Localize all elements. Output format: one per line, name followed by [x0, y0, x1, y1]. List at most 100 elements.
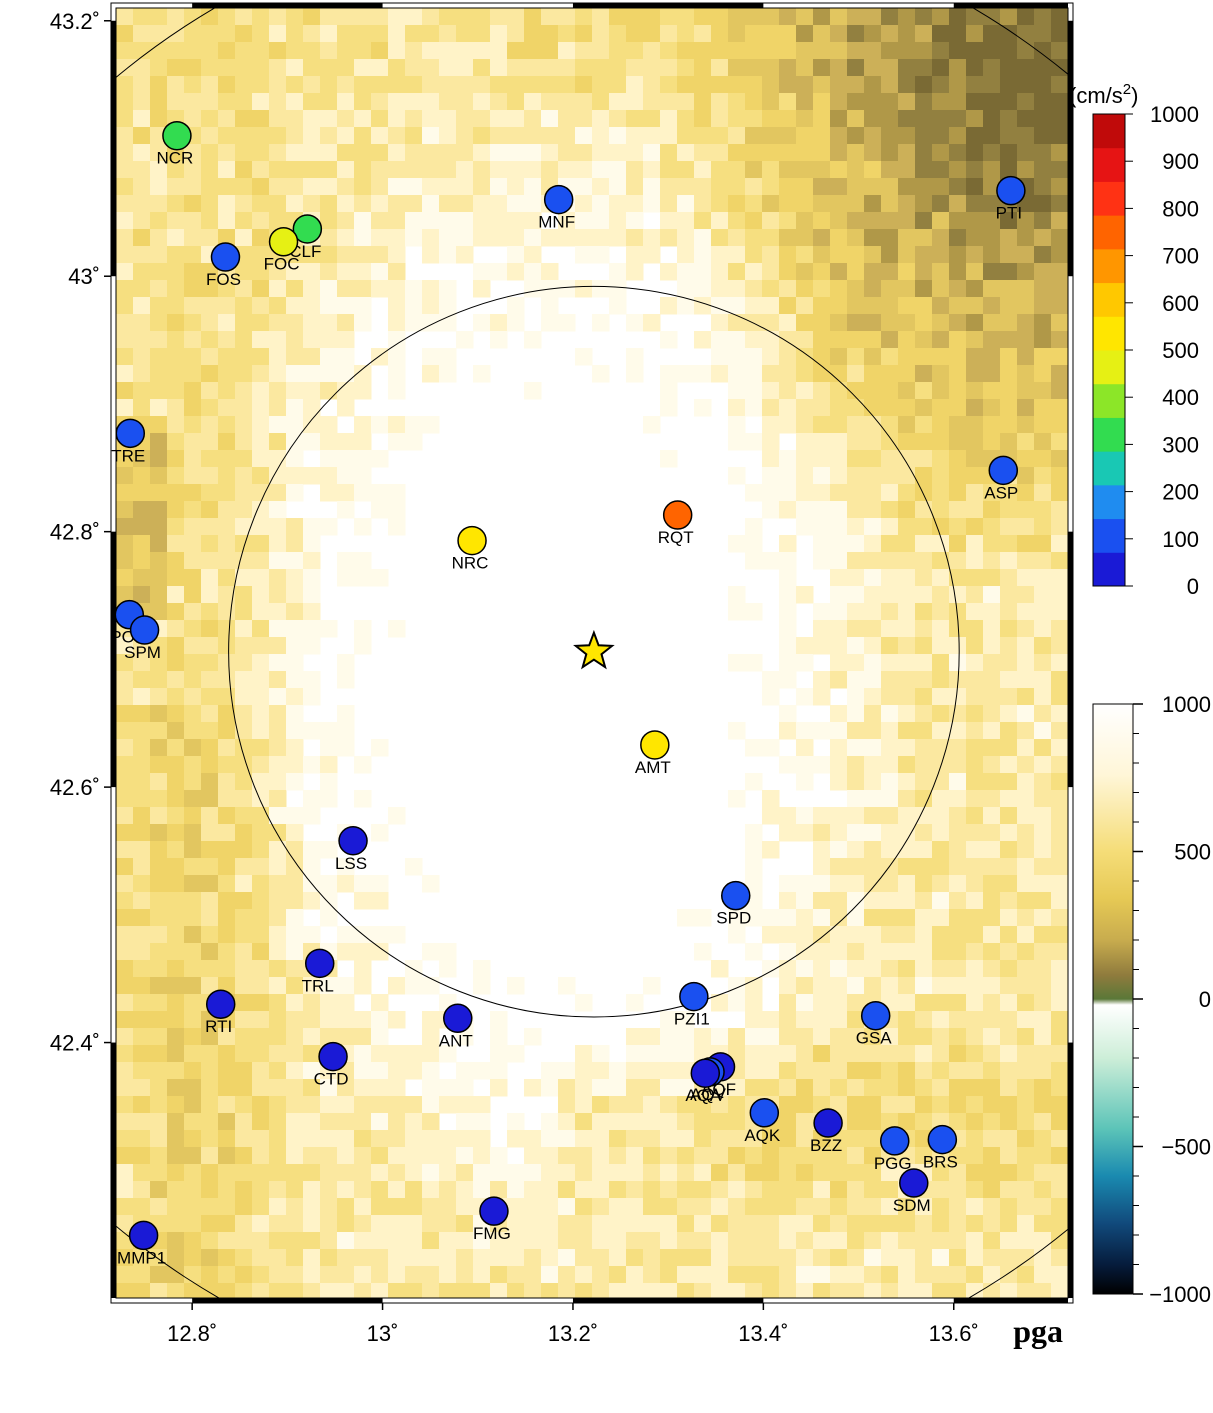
station-marker — [860, 1000, 891, 1031]
pga-colorbar-label: 900 — [1162, 149, 1199, 174]
station-marker — [443, 1003, 473, 1034]
station-label: TRE — [111, 446, 145, 465]
station-marker — [205, 989, 236, 1019]
pga-colorbar-segment — [1093, 147, 1125, 182]
station-asp: ASP — [984, 455, 1019, 502]
station-label: PGG — [874, 1154, 912, 1173]
station-label: PZI1 — [674, 1010, 710, 1029]
lat-tick-label: 43˚ — [68, 264, 100, 289]
station-nrc: NRC — [452, 525, 489, 573]
topo-colorbar-label: −500 — [1161, 1135, 1211, 1160]
pga-colorbar-label: 800 — [1162, 196, 1199, 221]
station-marker — [128, 1220, 159, 1251]
station-label: BRS — [923, 1153, 958, 1172]
pga-colorbar-label: 700 — [1162, 244, 1199, 269]
station-marker — [457, 525, 487, 556]
station-bzz: BZZ — [810, 1108, 843, 1155]
topo-colorbar-label: 1000 — [1162, 692, 1211, 717]
lon-tick-label: 13.4˚ — [738, 1321, 788, 1346]
pga-colorbar-segment — [1093, 215, 1125, 250]
station-ant: ANT — [439, 1003, 473, 1050]
station-fos: FOS — [206, 242, 241, 289]
pga-colorbar-segment — [1093, 451, 1125, 486]
pga-colorbar-label: 300 — [1162, 432, 1199, 457]
station-label: ANT — [439, 1031, 473, 1050]
station-label: NRC — [452, 554, 489, 573]
station-label: BZZ — [810, 1136, 842, 1155]
station-label: RTI — [205, 1017, 232, 1036]
station-mmp1: MMP1 — [117, 1220, 166, 1267]
lat-tick-label: 42.4˚ — [50, 1031, 100, 1056]
station-pgg: PGG — [874, 1126, 912, 1173]
station-marker — [292, 214, 323, 244]
station-rti: RTI — [205, 989, 236, 1036]
lat-tick-label: 43.2˚ — [50, 9, 100, 34]
pga-colorbar-segment — [1093, 114, 1125, 149]
station-label: FMG — [473, 1224, 511, 1243]
epicenter-star-icon — [573, 629, 615, 670]
station-marker — [304, 948, 335, 979]
station-marker — [988, 455, 1019, 486]
station-aqa: AQA — [685, 1058, 722, 1105]
station-marker — [879, 1126, 910, 1156]
station-marker — [996, 175, 1026, 206]
station-label: GSA — [856, 1029, 893, 1048]
station-marker — [338, 826, 368, 856]
pga-colorbar-segment — [1093, 181, 1125, 216]
station-marker — [927, 1124, 958, 1155]
pga-colorbar-label: 1000 — [1150, 102, 1199, 127]
pga-colorbar-label: 0 — [1187, 574, 1199, 599]
station-marker — [749, 1098, 780, 1128]
station-marker — [721, 880, 751, 911]
station-label: SPM — [124, 643, 161, 662]
station-label: TRL — [302, 976, 334, 995]
pga-colorbar-segment — [1093, 484, 1125, 520]
station-marker — [162, 120, 192, 151]
lon-tick-label: 13˚ — [367, 1321, 399, 1346]
station-ctd: CTD — [314, 1041, 349, 1089]
station-ncr: NCR — [157, 120, 194, 168]
station-spd: SPD — [716, 880, 751, 928]
station-label: AQK — [744, 1126, 781, 1145]
station-marker — [662, 500, 693, 530]
station-marker — [115, 418, 146, 449]
station-marker — [318, 1041, 348, 1072]
pga-colorbar-label: 400 — [1162, 385, 1199, 410]
station-marker — [813, 1108, 843, 1138]
station-amt: AMT — [635, 730, 671, 777]
station-label: NCR — [157, 149, 194, 168]
station-marker — [679, 981, 709, 1012]
pga-colorbar-segment — [1093, 316, 1125, 351]
map-frame — [110, 2, 1074, 1304]
distance-circle — [228, 285, 960, 1018]
pga-colorbar-segment — [1093, 350, 1125, 385]
station-label: PTI — [996, 204, 1022, 223]
station-marker — [479, 1196, 509, 1226]
topo-colorbar-label: 500 — [1174, 840, 1211, 865]
station-label: LSS — [335, 854, 367, 873]
station-label: FOC — [264, 255, 300, 274]
pga-colorbar-label: 600 — [1162, 291, 1199, 316]
lon-tick-label: 12.8˚ — [167, 1321, 217, 1346]
topography-colorbar: 1000 500 0 −500 −1000 — [1092, 692, 1211, 1307]
station-label: MMP1 — [117, 1248, 166, 1267]
pga-colorbar-segment — [1093, 383, 1125, 418]
station-label: FOS — [206, 270, 241, 289]
station-pzi1: PZI1 — [674, 981, 710, 1029]
pga-colorbar-label: 100 — [1162, 527, 1199, 552]
pga-colorbar-segment — [1093, 417, 1125, 452]
pga-colorbar-segment — [1093, 518, 1125, 553]
topography-raster — [116, 8, 1068, 1298]
station-label: CTD — [314, 1070, 349, 1089]
pga-colorbar-segment — [1093, 552, 1125, 587]
station-spm: SPM — [124, 615, 161, 662]
pga-colorbar-label: 500 — [1162, 338, 1199, 363]
pga-colorbar-segment — [1093, 248, 1125, 284]
station-label: RQT — [658, 528, 694, 547]
map-title: pga — [1013, 1313, 1063, 1349]
pga-unit-label: (cm/s2) — [1069, 81, 1138, 108]
